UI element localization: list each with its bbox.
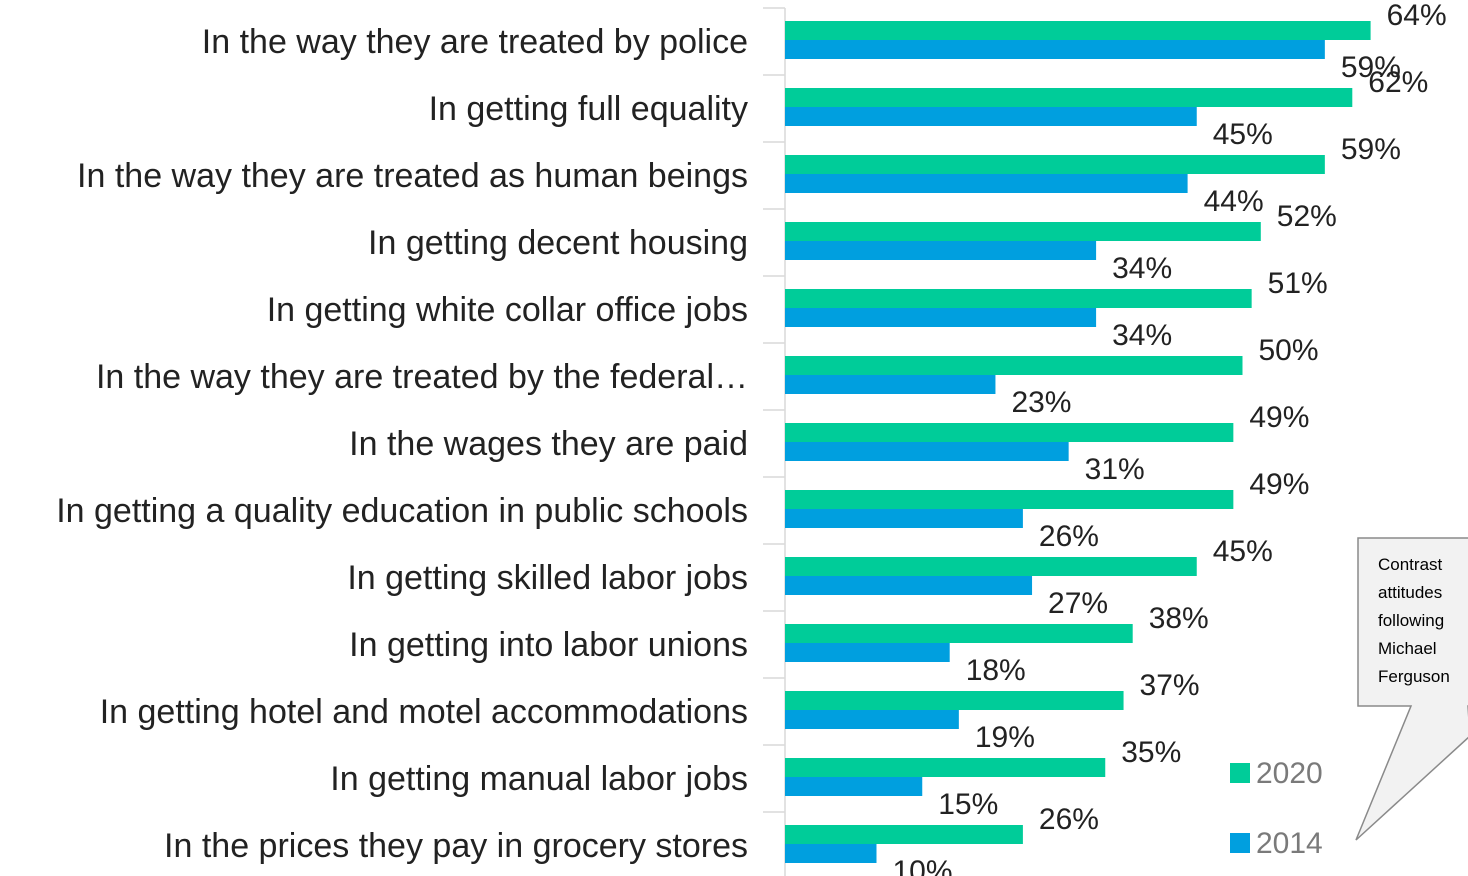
data-label-2014: 19%	[975, 721, 1035, 754]
category-label: In the way they are treated by police	[202, 23, 748, 61]
data-label-2014: 34%	[1112, 319, 1172, 352]
data-label-2020: 49%	[1249, 468, 1309, 501]
category-label: In getting a quality education in public…	[56, 492, 748, 530]
category-label: In getting manual labor jobs	[330, 760, 748, 798]
data-label-2014: 23%	[1011, 386, 1071, 419]
callout-line-5: Ferguson	[1378, 667, 1450, 686]
bar-2014	[785, 509, 1023, 528]
bar-2014	[785, 308, 1097, 327]
bar-2014	[785, 375, 996, 394]
category-label: In getting white collar office jobs	[267, 291, 748, 329]
category-label: In getting into labor unions	[349, 626, 748, 664]
data-label-2020: 45%	[1213, 535, 1273, 568]
callout-note: Contrast attitudes following Michael Fer…	[1355, 537, 1468, 841]
bar-2014	[785, 241, 1097, 260]
bar-2014	[785, 710, 959, 729]
data-label-2014: 44%	[1204, 185, 1264, 218]
callout-line-1: Contrast	[1378, 555, 1443, 574]
data-label-2014: 27%	[1048, 587, 1108, 620]
data-label-2014: 45%	[1213, 118, 1273, 151]
bar-2020	[785, 691, 1124, 710]
bar-2020	[785, 758, 1106, 777]
category-label: In the way they are treated as human bei…	[77, 157, 748, 195]
bar-2020	[785, 289, 1252, 308]
bar-2020	[785, 825, 1023, 844]
bars-layer	[785, 21, 1371, 863]
data-label-2020: 38%	[1149, 602, 1209, 635]
data-label-2020: 64%	[1387, 0, 1447, 32]
bar-2014	[785, 174, 1188, 193]
data-label-2014: 31%	[1085, 453, 1145, 486]
bar-2020	[785, 624, 1133, 643]
category-label: In the wages they are paid	[349, 425, 748, 463]
bar-2020	[785, 155, 1325, 174]
category-label: In the way they are treated by the feder…	[96, 358, 748, 396]
bar-2020	[785, 423, 1234, 442]
data-label-2014: 10%	[893, 855, 953, 876]
bar-2014	[785, 107, 1197, 126]
data-label-2014: 26%	[1039, 520, 1099, 553]
callout-box	[1355, 537, 1468, 841]
data-label-2020: 51%	[1268, 267, 1328, 300]
data-label-2020: 35%	[1121, 736, 1181, 769]
legend: 2020 2014	[1230, 757, 1323, 860]
legend-swatch-2014	[1230, 833, 1250, 853]
bar-2020	[785, 222, 1261, 241]
data-label-2014: 59%	[1341, 51, 1401, 84]
data-label-2014: 18%	[966, 654, 1026, 687]
bar-2014	[785, 40, 1325, 59]
bar-2014	[785, 777, 923, 796]
data-label-2020: 62%	[1368, 66, 1428, 99]
bar-2020	[785, 356, 1243, 375]
labels-layer: In the way they are treated by police 64%…	[56, 0, 1446, 876]
bar-2020	[785, 490, 1234, 509]
bar-2014	[785, 844, 877, 863]
legend-label-2020: 2020	[1256, 757, 1323, 790]
category-label: In getting hotel and motel accommodation…	[100, 693, 748, 731]
bar-2014	[785, 576, 1033, 595]
data-label-2014: 15%	[938, 788, 998, 821]
bar-2014	[785, 442, 1069, 461]
data-label-2020: 37%	[1140, 669, 1200, 702]
category-label: In getting full equality	[429, 90, 748, 128]
callout-line-2: attitudes	[1378, 583, 1442, 602]
data-label-2020: 49%	[1249, 401, 1309, 434]
category-label: In the prices they pay in grocery stores	[164, 827, 748, 865]
legend-swatch-2020	[1230, 763, 1250, 783]
ticks-layer	[763, 7, 785, 813]
callout-line-4: Michael	[1378, 639, 1437, 658]
category-label: In getting skilled labor jobs	[347, 559, 748, 597]
data-label-2014: 34%	[1112, 252, 1172, 285]
data-label-2020: 59%	[1341, 133, 1401, 166]
legend-label-2014: 2014	[1256, 827, 1323, 860]
callout-line-3: following	[1378, 611, 1444, 630]
data-label-2020: 50%	[1259, 334, 1319, 367]
bar-2020	[785, 88, 1353, 107]
category-label: In getting decent housing	[368, 224, 748, 262]
bar-2020	[785, 557, 1197, 576]
data-label-2020: 52%	[1277, 200, 1337, 233]
bar-2020	[785, 21, 1371, 40]
data-label-2020: 26%	[1039, 803, 1099, 836]
bar-2014	[785, 643, 950, 662]
